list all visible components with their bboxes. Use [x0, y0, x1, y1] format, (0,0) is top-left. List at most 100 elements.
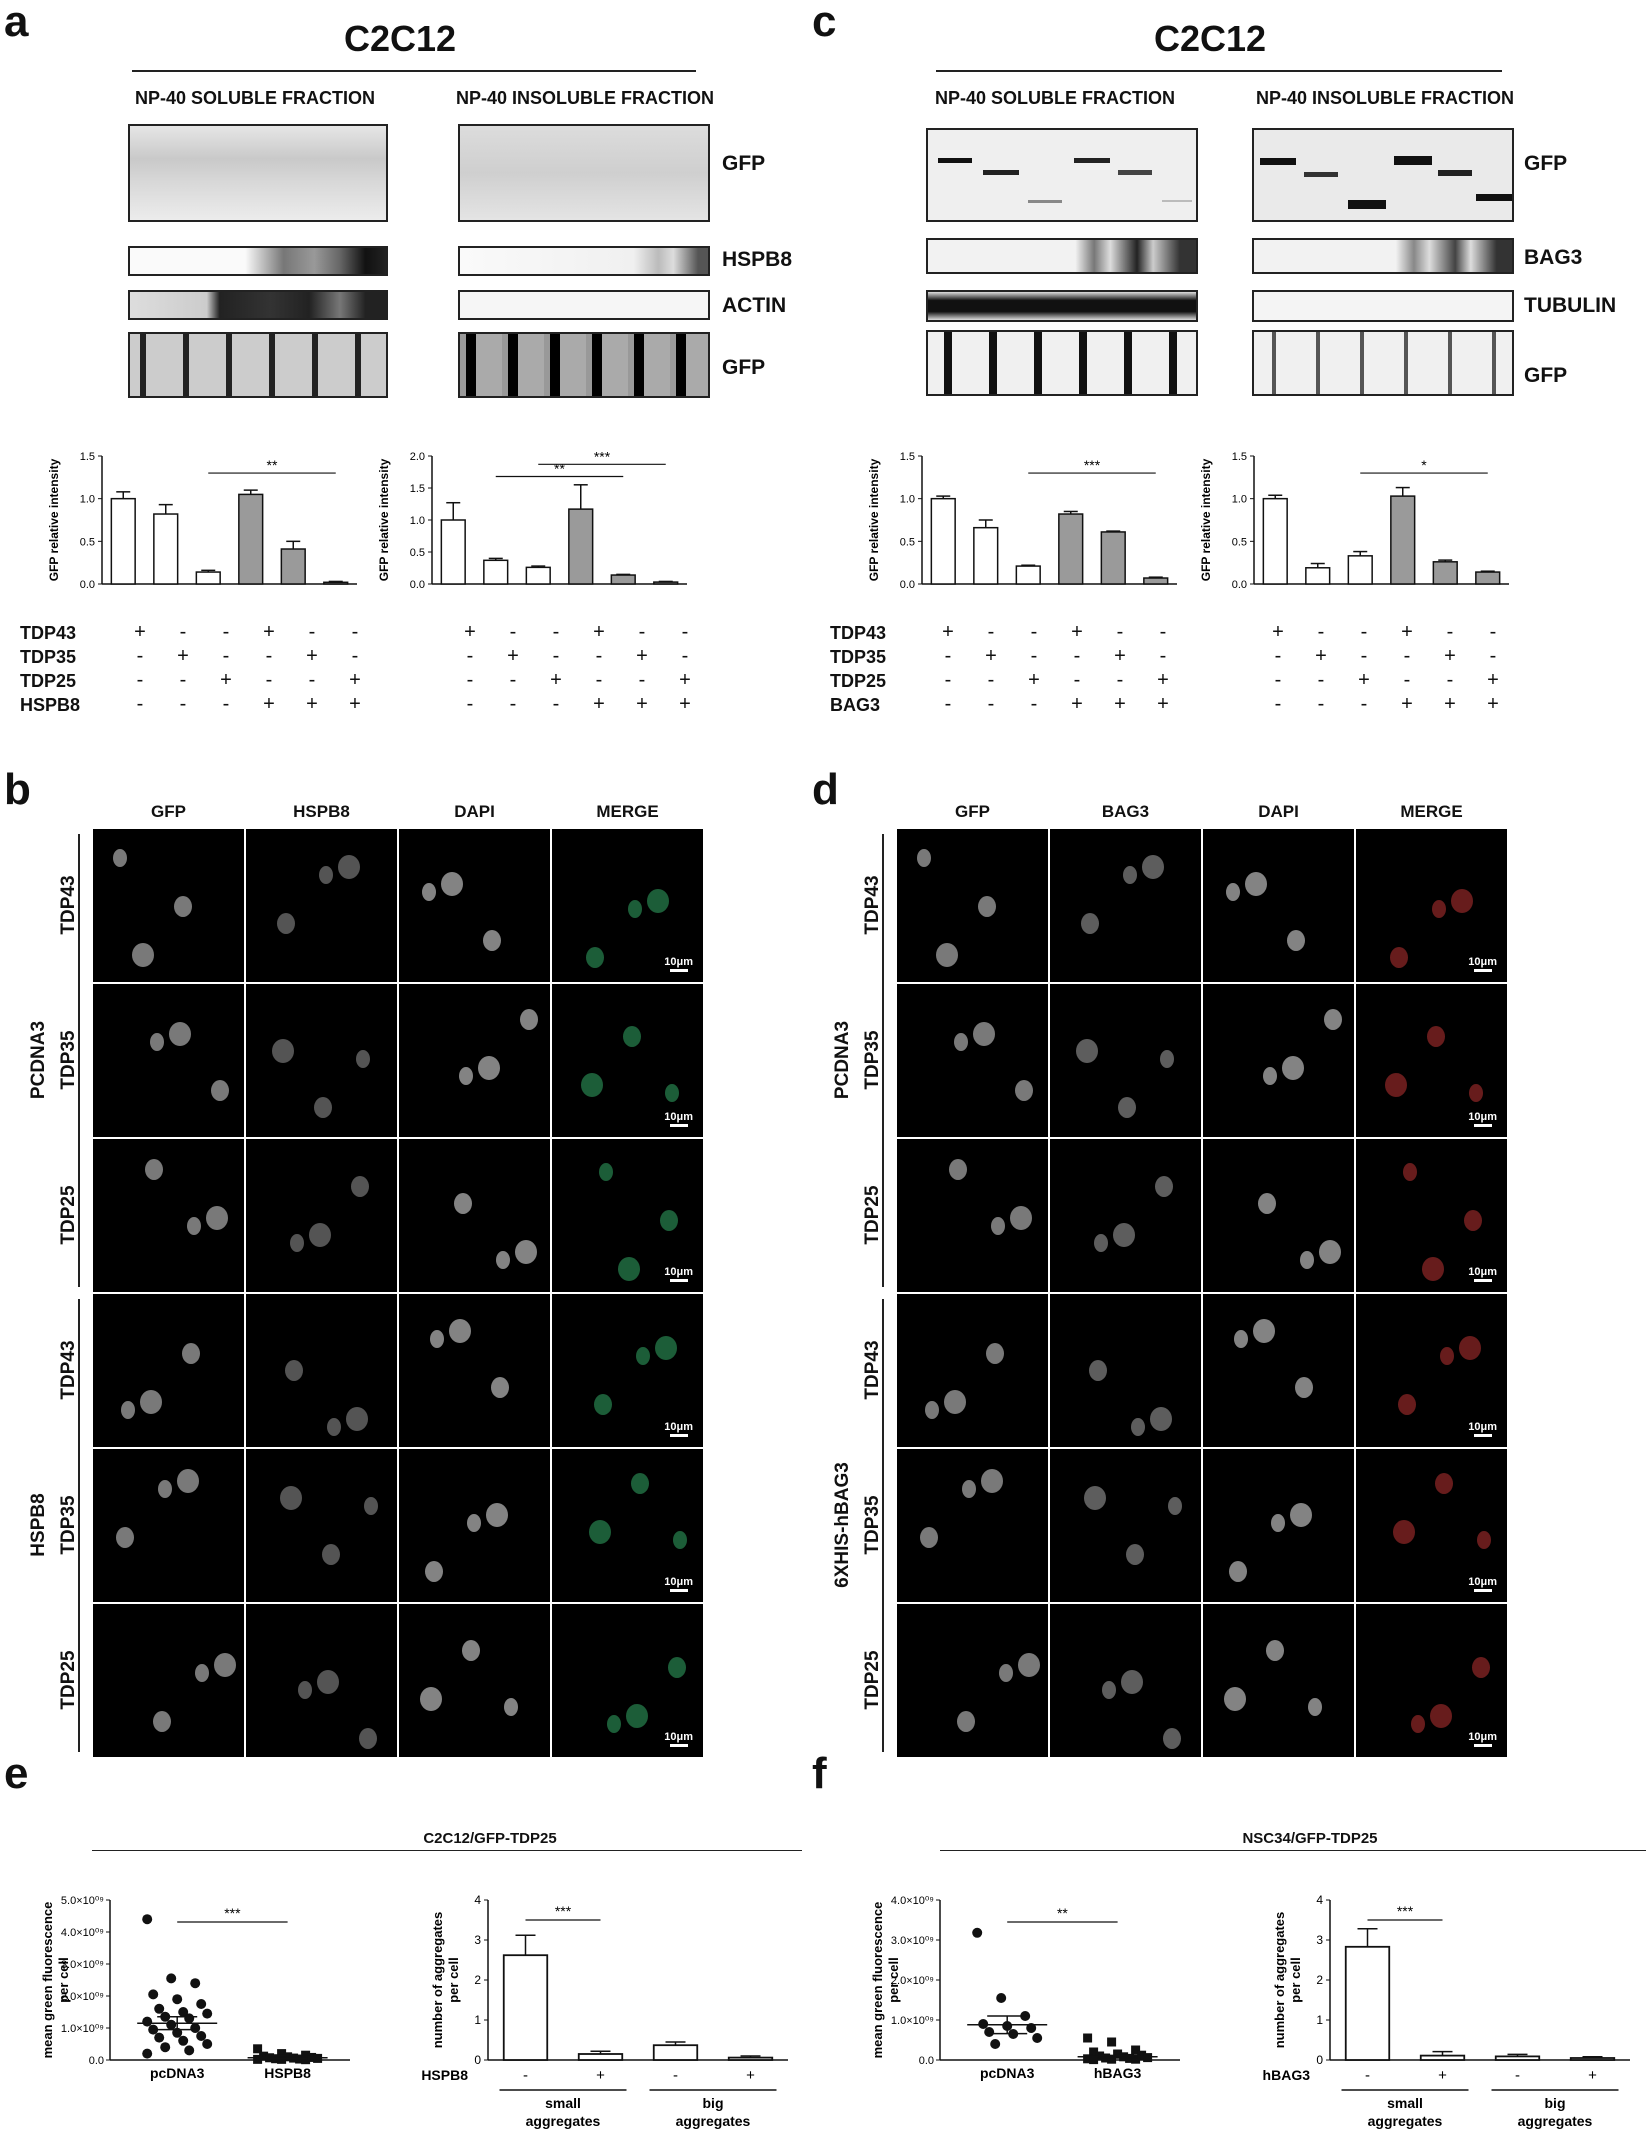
- sign-label: -: [1515, 2067, 1520, 2084]
- micrograph: [92, 828, 245, 983]
- group-bracket: [78, 834, 80, 1287]
- bar: [577, 2053, 624, 2061]
- condition-sign: -: [136, 669, 144, 691]
- micrograph: [1202, 983, 1355, 1138]
- blot-a-insoluble-label: NP-40 INSOLUBLE FRACTION: [455, 88, 714, 108]
- blot-a-label-gfp: GFP: [722, 152, 766, 175]
- condition-sign: -: [509, 621, 517, 643]
- y-tick-label: 0: [474, 2053, 481, 2067]
- micrograph: [1049, 983, 1202, 1138]
- blot-a-soluble-actin: [128, 290, 388, 320]
- condition-sign: -: [987, 669, 995, 691]
- condition-sign: -: [1159, 645, 1167, 667]
- y-axis-label: mean green fluorescence: [40, 1902, 55, 2059]
- bar: [525, 566, 551, 585]
- bar: [323, 581, 349, 585]
- group-label: small: [545, 2095, 581, 2111]
- y-tick-label: 2: [1316, 1973, 1323, 1987]
- y-tick-label: 1.0×10⁰⁹: [891, 2015, 934, 2027]
- condition-sign: -: [1317, 621, 1325, 643]
- y-tick-label: 4: [1316, 1893, 1323, 1907]
- condition-sign: -: [987, 693, 995, 715]
- data-point: [996, 1993, 1007, 2003]
- sign-label: -: [523, 2067, 528, 2084]
- bar: [483, 559, 509, 585]
- panel-letter-d: d: [812, 765, 839, 814]
- micrograph: 10μm: [1355, 983, 1508, 1138]
- significance-label: *: [1421, 457, 1427, 473]
- panel-letter-b: b: [4, 765, 31, 814]
- condition-sign: -: [466, 645, 474, 667]
- x-tick-label: pcDNA3: [150, 2065, 205, 2081]
- micrograph: [245, 1448, 398, 1603]
- group-label: small: [1387, 2095, 1423, 2111]
- bar: [653, 581, 679, 585]
- condition-sign: +: [464, 621, 476, 643]
- y-tick-label: 4.0×10⁰⁹: [891, 1895, 934, 1907]
- data-point: [178, 2035, 189, 2046]
- bar: [502, 1954, 549, 2061]
- group-bracket: [882, 1299, 884, 1752]
- y-tick-label: 1.0: [410, 515, 425, 527]
- data-point: [1083, 2054, 1093, 2064]
- condition-sign: -: [222, 621, 230, 643]
- x-tick-label: pcDNA3: [980, 2065, 1035, 2081]
- scale-bar: 10μm: [664, 1111, 693, 1127]
- data-point: [142, 2048, 153, 2059]
- micrograph: [1049, 1448, 1202, 1603]
- y-tick-label: 0.0: [80, 579, 95, 591]
- micrograph: 10μm: [551, 983, 704, 1138]
- data-point: [154, 2032, 165, 2043]
- condition-sign: +: [1114, 693, 1126, 715]
- y-tick-label: 1.0: [1232, 494, 1247, 506]
- condition-sign: -: [1073, 645, 1081, 667]
- condition-label: TDP43: [20, 623, 77, 643]
- micrograph: [1202, 1293, 1355, 1448]
- x-tick-label: HSPB8: [264, 2065, 311, 2081]
- blot-a-insoluble-hspb8: [458, 246, 710, 276]
- scale-bar: 10μm: [664, 1421, 693, 1437]
- y-tick-label: 1: [474, 2013, 481, 2027]
- y-axis-label: per cell: [446, 1957, 461, 2003]
- data-point: [259, 2051, 269, 2061]
- micrograph: [896, 1293, 1049, 1448]
- y-tick-label: 0.5: [1232, 536, 1247, 548]
- condition-sign: +: [349, 693, 361, 715]
- condition-sign: -: [1403, 669, 1411, 691]
- data-point: [202, 2039, 213, 2049]
- condition-sign: -: [466, 693, 474, 715]
- data-point: [1032, 2033, 1043, 2043]
- blot-c-label-tubulin: TUBULIN: [1524, 294, 1617, 317]
- bar: [110, 497, 136, 585]
- blot-c-soluble-tubulin: [926, 290, 1198, 322]
- condition-sign: +: [636, 693, 648, 715]
- blot-a-insoluble-gfp: [458, 124, 710, 222]
- condition-sign: +: [942, 621, 954, 643]
- condition-sign: -: [552, 645, 560, 667]
- y-tick-label: 1.5: [1232, 451, 1247, 463]
- chart-c-right: 0.0 0.5 1.0 1.5 GFP relative intensity *: [1199, 451, 1509, 591]
- micrograph: [1202, 1138, 1355, 1293]
- condition-sign: +: [306, 645, 318, 667]
- bar: [930, 497, 956, 585]
- bar: [1143, 577, 1169, 585]
- channel-label: DAPI: [1258, 802, 1299, 821]
- bar: [1475, 571, 1501, 585]
- blot-c-soluble-gfp: [926, 128, 1198, 222]
- blot-a-label-gfp-dot: GFP: [722, 356, 766, 379]
- condition-sign: +: [263, 693, 275, 715]
- condition-sign: +: [1028, 669, 1040, 691]
- y-tick-label: 0.5: [80, 536, 95, 548]
- condition-sign: -: [1489, 621, 1497, 643]
- micrograph: [896, 1138, 1049, 1293]
- condition-sign: -: [1446, 669, 1454, 691]
- condition-sign: +: [593, 621, 605, 643]
- condition-sign: -: [1403, 645, 1411, 667]
- data-point: [196, 2031, 207, 2041]
- micrograph: [245, 983, 398, 1138]
- row-label: TDP43: [862, 874, 883, 935]
- bar: [1262, 497, 1288, 585]
- bar: [568, 508, 594, 585]
- data-point: [1089, 2047, 1099, 2057]
- row-label: TDP35: [862, 1494, 883, 1555]
